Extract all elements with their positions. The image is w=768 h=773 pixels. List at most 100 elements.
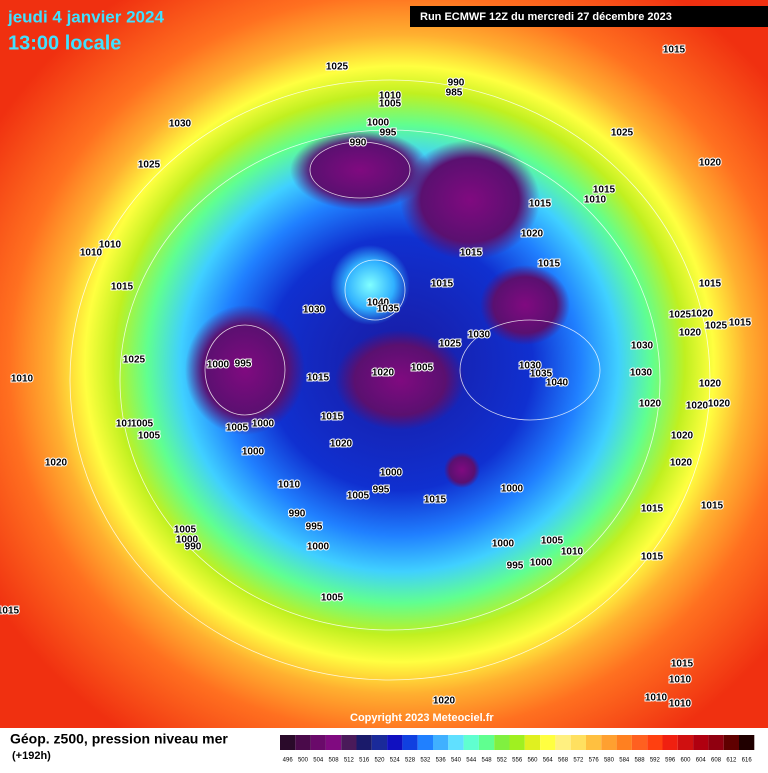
pressure-label: 1000 xyxy=(501,484,524,495)
pressure-label: 1020 xyxy=(691,309,714,320)
pressure-label: 1015 xyxy=(699,279,722,290)
pressure-label: 1020 xyxy=(45,458,68,469)
legend-swatch xyxy=(463,735,479,750)
pressure-label: 1025 xyxy=(669,310,692,321)
legend-label: 568 xyxy=(558,758,569,764)
pressure-label: 1010 xyxy=(278,480,301,491)
pressure-label: 1005 xyxy=(138,431,161,442)
legend-label: 564 xyxy=(543,758,554,764)
legend-swatch xyxy=(417,735,433,750)
footer-lead: (+192h) xyxy=(12,750,51,762)
pressure-label: 1015 xyxy=(701,501,724,512)
pressure-label: 1000 xyxy=(380,468,403,479)
pressure-label: 995 xyxy=(373,485,390,496)
legend-label: 576 xyxy=(589,758,600,764)
legend-label: 504 xyxy=(313,758,324,764)
pressure-label: 990 xyxy=(289,509,306,520)
legend-label: 528 xyxy=(405,758,416,764)
legend-swatch xyxy=(310,735,326,750)
run-banner xyxy=(410,6,768,27)
legend-swatch xyxy=(586,735,602,750)
pressure-label: 1015 xyxy=(529,199,552,210)
pressure-label: 1015 xyxy=(593,185,616,196)
pressure-label: 1020 xyxy=(521,229,544,240)
legend-label: 556 xyxy=(512,758,523,764)
pressure-label: 1005 xyxy=(379,99,402,110)
pressure-label: 985 xyxy=(446,88,463,99)
pressure-label: 990 xyxy=(448,78,465,89)
legend-label: 500 xyxy=(298,758,309,764)
legend-label: 588 xyxy=(635,758,646,764)
pressure-label: 1000 xyxy=(252,419,275,430)
pressure-label: 1020 xyxy=(699,158,722,169)
pressure-label: 1020 xyxy=(639,399,662,410)
legend-swatch xyxy=(295,735,311,750)
legend-swatch xyxy=(478,735,495,750)
pressure-label: 1010 xyxy=(561,547,584,558)
legend-label: 520 xyxy=(374,758,385,764)
legend-swatch xyxy=(693,735,709,750)
pressure-label: 1015 xyxy=(729,318,752,329)
pressure-label: 1000 xyxy=(530,558,553,569)
legend-swatch xyxy=(739,735,755,750)
pressure-label: 1015 xyxy=(321,412,344,423)
pressure-label: 1000 xyxy=(176,535,199,546)
legend-label: 604 xyxy=(696,758,707,764)
pressure-label: 1005 xyxy=(411,363,434,374)
legend-swatch xyxy=(708,735,724,750)
pressure-label: 1015 xyxy=(671,659,694,670)
legend-swatch xyxy=(433,735,449,750)
pressure-label: 1005 xyxy=(347,491,370,502)
legend-label: 508 xyxy=(329,758,340,764)
pressure-label: 1015 xyxy=(663,45,686,56)
isobars xyxy=(69,79,711,681)
legend-swatch xyxy=(387,735,403,750)
legend-label: 580 xyxy=(604,758,615,764)
legend-swatch xyxy=(280,735,296,750)
legend-label: 540 xyxy=(451,758,462,764)
pressure-label: 1010 xyxy=(80,248,103,259)
pressure-label: 1025 xyxy=(326,62,349,73)
pressure-label: 1030 xyxy=(519,361,542,372)
forecast-time: 13:00 locale xyxy=(8,32,121,54)
pressure-label: 1030 xyxy=(630,368,653,379)
pressure-label: 1010 xyxy=(645,693,668,704)
legend-swatch xyxy=(601,735,617,750)
copyright: Copyright 2023 Meteociel.fr xyxy=(350,712,494,724)
pressure-label: 1020 xyxy=(670,458,693,469)
pressure-label: 1005 xyxy=(226,423,249,434)
legend: 496 500 504 508 512 516 520 524 528 532 536 540 544 5… xyxy=(280,735,755,764)
pressure-label: 1040 xyxy=(367,298,390,309)
pressure-label: 1000 xyxy=(307,542,330,553)
pressure-label: 995 xyxy=(306,522,323,533)
legend-label: 548 xyxy=(482,758,493,764)
legend-swatch xyxy=(341,735,357,750)
pressure-label: 1015 xyxy=(0,606,20,617)
legend-label: 544 xyxy=(466,758,477,764)
legend-label: 584 xyxy=(619,758,630,764)
pressure-label: 1015 xyxy=(111,282,134,293)
legend-swatch xyxy=(540,735,556,750)
pressure-label: 1030 xyxy=(303,305,326,316)
pressure-label: 1010 xyxy=(379,91,402,102)
pressure-label: 995 xyxy=(235,359,252,370)
pressure-label: 1020 xyxy=(330,439,353,450)
legend-swatch xyxy=(570,735,586,750)
forecast-date: jeudi 4 janvier 2024 xyxy=(7,7,164,26)
pressure-label: 1010 xyxy=(116,419,139,430)
run-info: Run ECMWF 12Z du mercredi 27 décembre 20… xyxy=(420,11,672,23)
pressure-label: 1005 xyxy=(174,525,197,536)
pressure-label: 1000 xyxy=(367,118,390,129)
pressure-label: 1020 xyxy=(671,431,694,442)
pressure-label: 1035 xyxy=(377,304,400,315)
pressure-label: 1020 xyxy=(372,368,395,379)
legend-label: 600 xyxy=(680,758,691,764)
legend-swatch xyxy=(555,735,571,750)
pressure-label: 1015 xyxy=(424,495,447,506)
pressure-label: 1000 xyxy=(492,539,515,550)
pressure-label: 1015 xyxy=(538,259,561,270)
pressure-label: 1010 xyxy=(669,699,692,710)
pressure-label: 1020 xyxy=(433,696,456,707)
pressure-label: 1025 xyxy=(123,355,146,366)
legend-swatch xyxy=(723,735,739,750)
